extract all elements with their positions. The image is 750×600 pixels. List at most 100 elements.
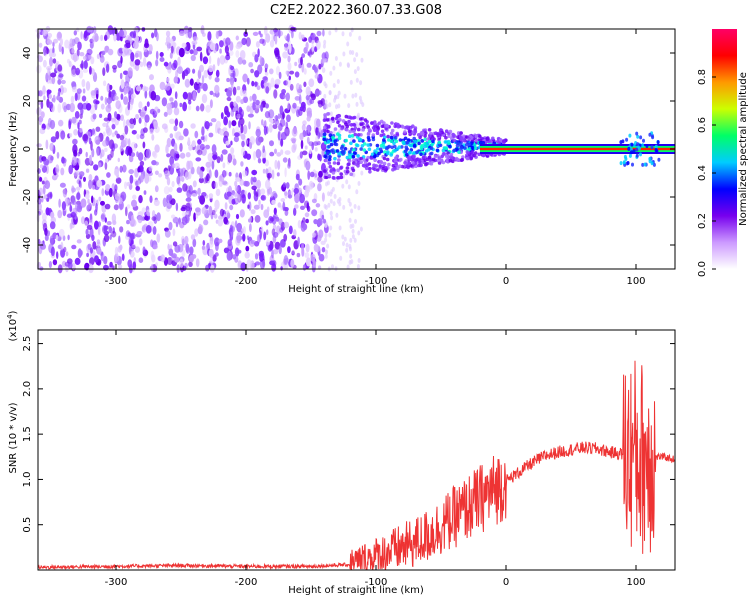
- spectrogram-cell: [293, 207, 297, 216]
- spectrogram-cell: [134, 59, 141, 66]
- spectrogram-cell: [387, 138, 391, 142]
- spectrogram-cell: [299, 193, 305, 204]
- spectrogram-cell: [333, 127, 338, 131]
- spectrogram-cell: [387, 144, 392, 149]
- spectrogram-cell: [280, 266, 283, 271]
- spectrogram-cell: [393, 167, 397, 171]
- spectrogram-cell: [274, 148, 277, 154]
- spectrogram-cell: [366, 132, 371, 137]
- spectrogram-cell: [107, 48, 114, 56]
- spectrogram-cell: [61, 260, 67, 268]
- spectrogram-cell: [261, 119, 264, 126]
- spectrogram-cell: [283, 221, 290, 229]
- spectrogram-cell: [240, 262, 247, 272]
- spectrogram-cell: [57, 103, 62, 113]
- spectrogram-cell: [351, 93, 355, 99]
- spectrogram-cell: [111, 132, 115, 138]
- spectrogram-cell: [130, 214, 135, 225]
- spectrogram-cell: [255, 148, 262, 159]
- spectrogram-cell: [207, 152, 214, 162]
- colorbar-tick-label: 0.8: [697, 69, 708, 85]
- spectrogram-cell: [329, 142, 334, 147]
- spectrogram-cell: [420, 143, 425, 148]
- spectrogram-cell: [259, 33, 263, 38]
- spectrogram-cell: [350, 134, 355, 138]
- spectrogram-cell: [230, 104, 234, 110]
- spectrogram-cell: [174, 118, 179, 127]
- spectrogram-cell: [632, 149, 636, 154]
- spectrogram-cell: [366, 125, 371, 129]
- spectrogram-cell: [79, 127, 83, 133]
- spectrogram-cell: [284, 207, 289, 212]
- spectrogram-cell: [73, 172, 79, 177]
- spectrogram-cell: [111, 230, 117, 238]
- spectrogram-cell: [379, 143, 384, 148]
- spectrogram-cell: [276, 225, 281, 235]
- spectrogram-cell: [117, 157, 121, 163]
- spectrogram-cell: [408, 157, 412, 161]
- spectrogram-cell: [223, 216, 228, 225]
- spectrogram-cell: [55, 234, 59, 241]
- spectrogram-cell: [299, 151, 303, 159]
- spectrogram-cell: [328, 90, 332, 96]
- spectrogram-cell: [434, 131, 438, 135]
- spectrogram-cell: [420, 139, 425, 143]
- spectrogram-cell: [128, 169, 134, 175]
- spectrogram-cell: [355, 52, 359, 58]
- spectrogram-cell: [245, 251, 250, 257]
- spectrogram-cell: [102, 67, 106, 77]
- spectrogram-cell: [45, 207, 50, 216]
- spectrogram-cell: [284, 167, 287, 178]
- spectrogram-cell: [370, 121, 374, 125]
- spectrogram-cell: [247, 204, 250, 209]
- spectrogram-cell: [405, 152, 409, 157]
- spectrogram-cell: [113, 169, 120, 176]
- spectrogram-cell: [324, 237, 328, 243]
- spectrogram-cell: [130, 93, 136, 99]
- spectrogram-cell: [312, 65, 317, 71]
- spectrogram-cell: [197, 187, 201, 196]
- spectrogram-cell: [146, 209, 151, 217]
- spectrogram-cell: [325, 118, 330, 122]
- spectrogram-cell: [52, 94, 56, 103]
- spectrogram-cell: [65, 199, 70, 204]
- spectrogram-cell: [90, 56, 95, 65]
- spectrogram-cell: [78, 158, 81, 167]
- spectrogram-y-ticks: -40 -20 0 20 40: [22, 47, 675, 253]
- spectrogram-cell: [191, 140, 196, 148]
- spectrogram-cell: [366, 143, 371, 147]
- spectrogram-cell: [38, 187, 43, 196]
- spectrogram-cell: [335, 149, 340, 153]
- spectrogram-cell: [463, 146, 467, 150]
- spectrogram-cell: [347, 162, 351, 166]
- spectrogram-cell: [401, 125, 405, 129]
- spectrogram-cell: [101, 50, 106, 56]
- spectrogram-cell: [270, 192, 274, 198]
- spectrogram-cell: [205, 161, 212, 168]
- spectrogram-cell: [321, 192, 325, 202]
- spectrogram-cell: [456, 141, 460, 145]
- spectrogram-cell: [361, 102, 365, 108]
- spectrogram-cell: [38, 239, 41, 244]
- spectrogram-cell: [269, 140, 274, 147]
- spectrogram-cell: [473, 146, 478, 150]
- spectrogram-cell: [331, 135, 335, 140]
- spectrogram-cell: [332, 161, 337, 165]
- spectrogram-cell: [362, 158, 367, 162]
- spectrogram-cell: [52, 58, 57, 64]
- spectrogram-cell: [242, 170, 248, 177]
- spectrogram-cell: [49, 56, 53, 67]
- spectrogram-cell: [56, 151, 60, 159]
- spectrogram-cell: [177, 56, 181, 66]
- spectrogram-cell: [91, 68, 95, 77]
- spectrogram-cell: [43, 95, 46, 101]
- spectrogram-cell: [191, 40, 198, 46]
- spectrogram-cell: [105, 184, 111, 192]
- spectrogram-cell: [104, 34, 108, 41]
- spectrogram-cell: [45, 164, 49, 174]
- spectrogram-cell: [232, 86, 237, 96]
- spectrogram-cell: [349, 224, 353, 229]
- spectrogram-cell: [249, 216, 252, 223]
- spectrogram-cell: [205, 264, 210, 272]
- spectrogram-cell: [188, 144, 193, 151]
